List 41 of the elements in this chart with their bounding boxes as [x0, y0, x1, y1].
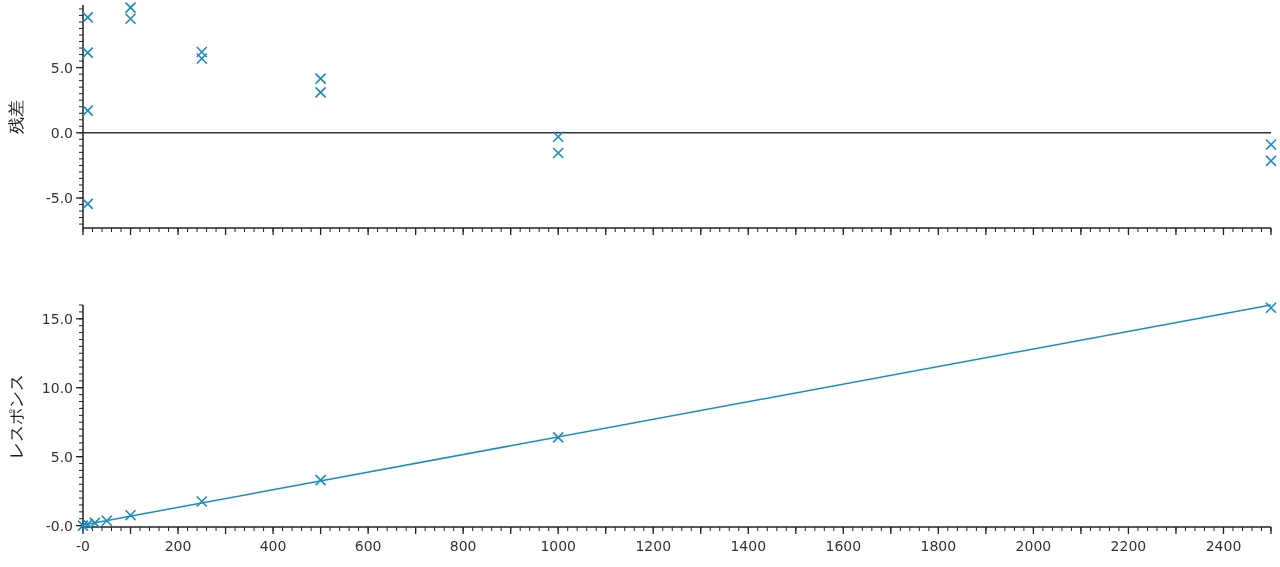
point — [552, 147, 564, 159]
point — [1265, 155, 1277, 167]
y-tick-label: -5.0 — [45, 190, 73, 207]
point — [196, 52, 208, 65]
point — [81, 198, 94, 210]
point — [124, 12, 137, 25]
point — [1265, 138, 1277, 151]
y-axis-title: レスポンス — [6, 373, 26, 459]
point — [81, 104, 94, 117]
x-tick-label: 2400 — [1205, 538, 1242, 554]
x-tick-label: 2000 — [1015, 538, 1052, 554]
point — [124, 509, 137, 522]
y-tick-label: 10.0 — [41, 379, 73, 396]
y-tick-label: 5.0 — [50, 448, 73, 465]
y-tick-label: -0.0 — [45, 517, 73, 534]
y-tick-label: 5.0 — [50, 59, 73, 76]
point — [314, 72, 327, 85]
point — [314, 474, 327, 486]
point — [196, 46, 208, 58]
point — [81, 46, 94, 59]
y-tick-label: 15.0 — [41, 310, 73, 327]
x-tick-label: 1600 — [825, 538, 862, 554]
point — [552, 431, 564, 444]
y-tick-label: 0.0 — [50, 124, 73, 141]
x-tick-label: 1000 — [540, 538, 577, 554]
x-tick-label: 400 — [259, 538, 287, 554]
x-tick-label: 2200 — [1110, 538, 1147, 554]
point — [124, 1, 137, 14]
point — [196, 495, 208, 508]
x-tick-label: 200 — [164, 538, 192, 554]
y-axis-title: 残差 — [6, 99, 26, 134]
point — [1265, 301, 1277, 314]
x-tick-label: 1400 — [730, 538, 767, 554]
x-tick-label: -0 — [76, 538, 90, 554]
x-tick-label: 600 — [354, 538, 382, 554]
point — [552, 130, 564, 143]
point — [314, 86, 327, 99]
x-tick-label: 1200 — [635, 538, 672, 554]
point — [81, 11, 94, 24]
x-tick-label: 1800 — [920, 538, 957, 554]
x-tick-label: 800 — [449, 538, 477, 554]
